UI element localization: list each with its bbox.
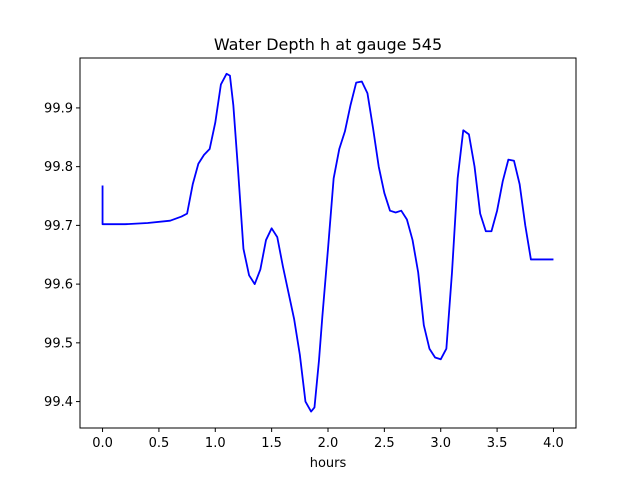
x-tick-label: 2.0 — [318, 436, 339, 451]
x-tick-label: 3.5 — [487, 436, 508, 451]
x-tick-label: 2.5 — [374, 436, 395, 451]
y-tick-label: 99.6 — [44, 278, 73, 293]
y-tick-label: 99.7 — [44, 219, 73, 234]
y-axis-ticks: 99.4 99.5 99.6 99.7 99.8 99.9 — [44, 101, 80, 410]
plot-frame — [79, 57, 577, 429]
x-tick-label: 1.0 — [205, 436, 226, 451]
y-tick-label: 99.4 — [44, 395, 73, 410]
chart-title: Water Depth h at gauge 545 — [214, 35, 442, 54]
y-tick-label: 99.5 — [44, 336, 73, 351]
series-line-0 — [101, 72, 554, 413]
x-tick-label: 3.0 — [430, 436, 451, 451]
plot-area — [101, 72, 554, 413]
x-tick-label: 0.5 — [149, 436, 170, 451]
x-axis-ticks: 0.0 0.5 1.0 1.5 2.0 2.5 3.0 3.5 4.0 — [92, 428, 564, 451]
x-tick-label: 1.5 — [261, 436, 282, 451]
x-tick-label: 0.0 — [92, 436, 113, 451]
x-tick-label: 4.0 — [543, 436, 564, 451]
y-tick-label: 99.9 — [44, 101, 73, 116]
y-tick-label: 99.8 — [44, 160, 73, 175]
x-axis-label: hours — [310, 456, 347, 471]
